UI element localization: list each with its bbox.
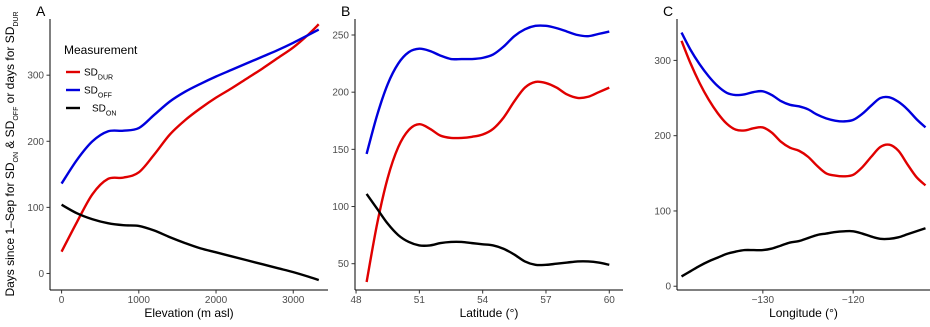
x-tick-label: 2000 [205, 295, 228, 306]
legend-label-on: SDON [92, 104, 116, 118]
sd-off-line [680, 31, 927, 129]
x-tick-label: 1000 [128, 295, 151, 306]
x-tick-label: 57 [540, 295, 552, 306]
x-tick-label: −120 [842, 295, 865, 306]
sd-off-line [60, 28, 320, 185]
x-tick-label: 54 [477, 295, 489, 306]
y-tick-label: 150 [332, 145, 349, 156]
legend-title: Measurement [64, 43, 138, 57]
x-tick-label: 60 [604, 295, 616, 306]
sd-off-line [365, 24, 610, 155]
y-tick-label: 100 [27, 203, 44, 214]
x-tick-label: 51 [414, 295, 426, 306]
panel-letter: A [36, 3, 46, 19]
y-tick-label: 250 [332, 31, 349, 42]
sd-on-line [680, 227, 926, 278]
panel-a: A 0 1000 2000 3000 0 100 200 300 Elevation (m asl… [27, 3, 328, 320]
x-tick-label: 48 [350, 295, 362, 306]
y-tick-label: 200 [27, 137, 44, 148]
legend-label-dur: SDDUR [84, 68, 113, 82]
panel-c: C −130 −120 0 100 200 300 Longitude (°) [654, 3, 930, 320]
legend-label-off: SDOFF [84, 86, 112, 100]
sd-on-line [60, 203, 320, 282]
sd-on-line [365, 193, 610, 267]
panel-letter: C [663, 3, 673, 19]
x-tick-label: −130 [752, 295, 775, 306]
y-tick-label: 300 [27, 71, 44, 82]
sd-dur-line [680, 40, 927, 187]
sd-dur-line [365, 80, 610, 283]
panel-b: B 48 51 54 57 60 50 100 150 200 250 Latitude (°) [332, 3, 623, 320]
x-axis-title: Longitude (°) [769, 306, 838, 320]
x-tick-label: 0 [59, 295, 65, 306]
x-axis-title: Elevation (m asl) [144, 306, 233, 320]
y-tick-label: 200 [332, 88, 349, 99]
y-tick-label: 50 [338, 259, 350, 270]
y-tick-label: 300 [654, 56, 671, 67]
panel-letter: B [341, 3, 350, 19]
x-axis-title: Latitude (°) [460, 306, 519, 320]
y-tick-label: 100 [654, 206, 671, 217]
sd-dur-line [60, 23, 320, 253]
y-tick-label: 100 [332, 202, 349, 213]
y-tick-label: 0 [665, 282, 671, 293]
legend: Measurement SDDUR SDOFF SDON [64, 43, 138, 117]
x-tick-label: 3000 [282, 295, 305, 306]
y-axis-title: Days since 1–Sep for SDON & SDOFF or day… [3, 11, 20, 296]
y-tick-label: 200 [654, 131, 671, 142]
y-tick-label: 0 [38, 269, 44, 280]
